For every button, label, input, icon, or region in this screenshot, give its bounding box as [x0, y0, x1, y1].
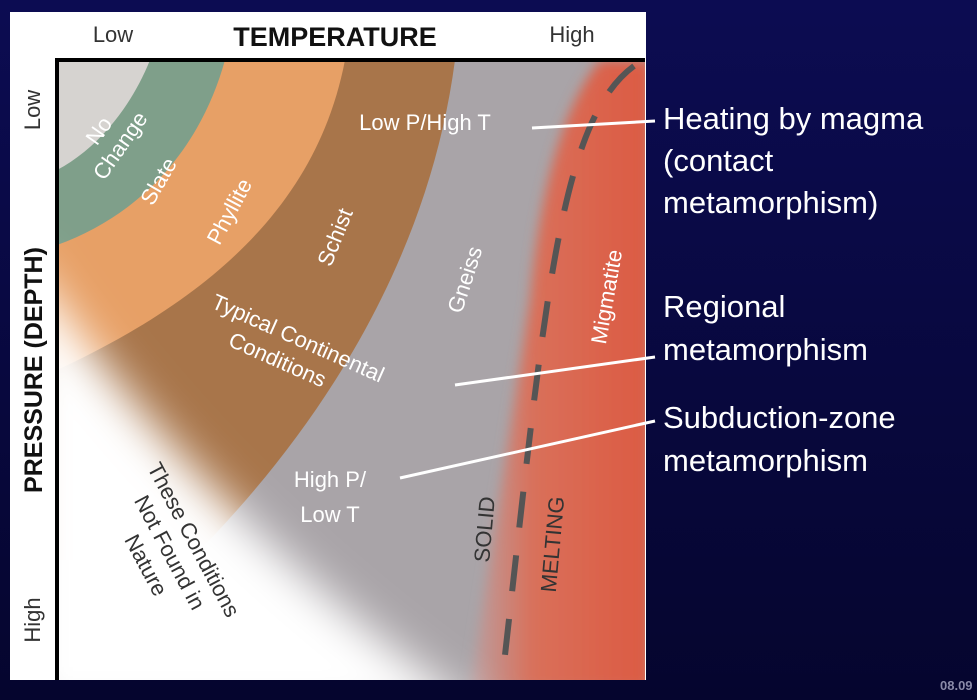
region-label: High P/ [294, 467, 367, 492]
pressure-title: PRESSURE (DEPTH) [20, 247, 48, 493]
solidus-line [502, 63, 636, 656]
region-label: Low T [300, 502, 360, 527]
axes [55, 58, 645, 680]
figure-number: 08.09 [940, 678, 973, 693]
callout-line [454, 355, 656, 387]
callout-text: metamorphism) [663, 185, 878, 220]
pressure-high: High [20, 597, 45, 642]
temp-title: TEMPERATURE [233, 22, 437, 52]
solid-label: SOLID [469, 495, 500, 563]
impossible-zone [57, 303, 435, 680]
no-change-zone [57, 60, 150, 170]
callout-line [399, 419, 656, 480]
callout-text: Regional [663, 289, 785, 324]
callout-line [531, 119, 656, 130]
temp-low: Low [93, 22, 133, 47]
callout-lines [399, 119, 656, 480]
callout-text: metamorphism [663, 332, 868, 367]
pressure-low: Low [20, 90, 45, 130]
callout-text: Subduction-zone [663, 400, 896, 435]
callout-text: (contact [663, 143, 774, 178]
callout-text: metamorphism [663, 443, 868, 478]
region-label: Low P/High T [359, 110, 491, 135]
temp-high: High [549, 22, 594, 47]
plot-area [57, 60, 645, 680]
callout-text: Heating by magma [663, 101, 924, 136]
